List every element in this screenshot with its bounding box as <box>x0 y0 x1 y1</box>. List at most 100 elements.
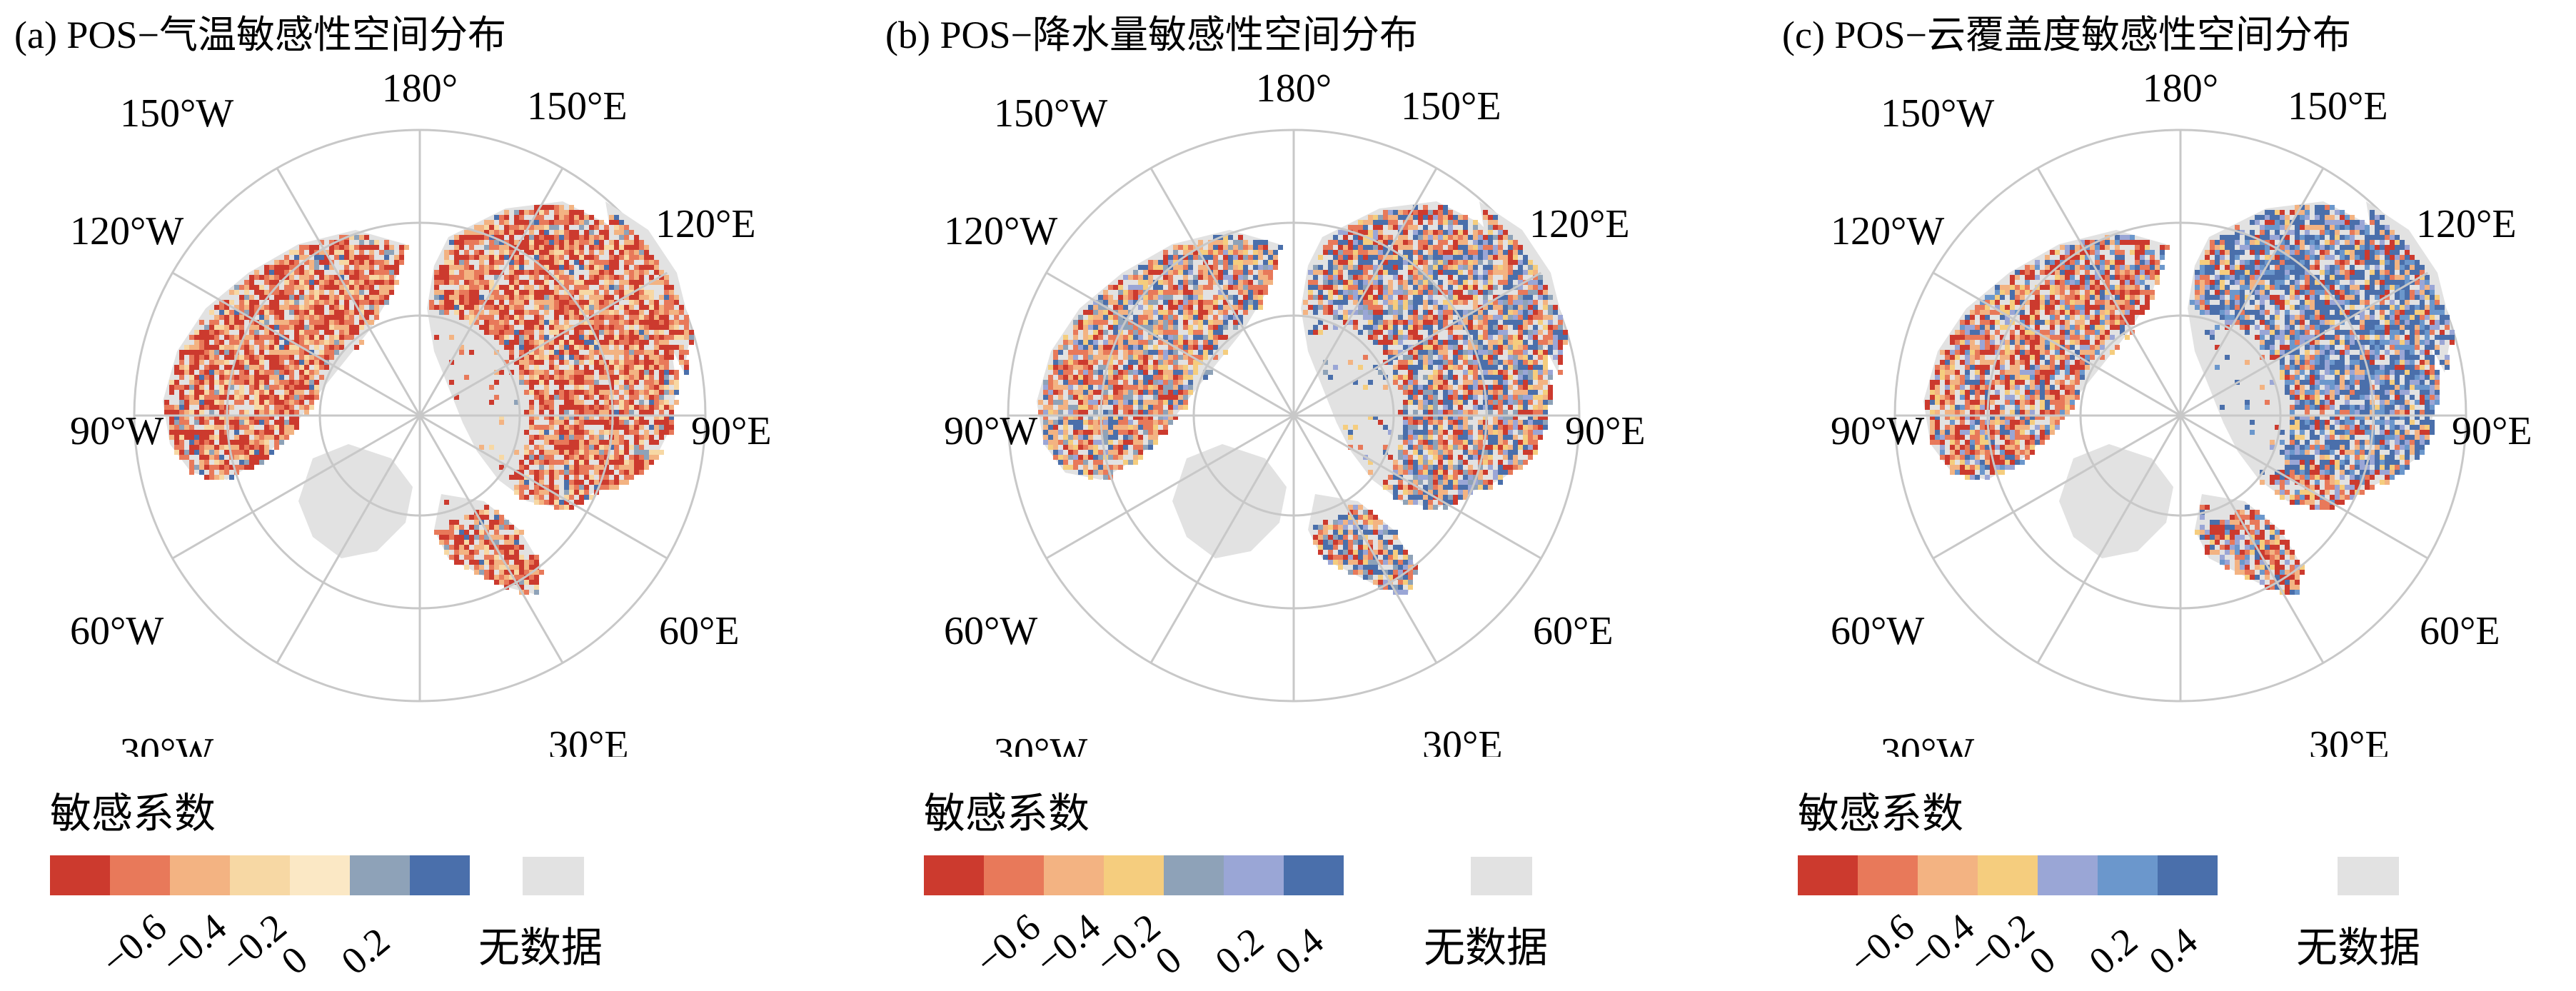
legend-swatch <box>410 855 470 895</box>
legend-swatch <box>984 855 1044 895</box>
longitude-label: 150°W <box>1881 91 1994 136</box>
legend-tick-label: 0.2 <box>333 919 398 983</box>
panel-c-legend-title: 敏感系数 <box>1798 790 1964 837</box>
meridian-line <box>1293 271 1542 417</box>
longitude-label: 30°E <box>2309 723 2390 757</box>
legend-swatch <box>2098 855 2158 895</box>
legend-swatch <box>924 855 984 895</box>
longitude-label: 60°W <box>944 609 1037 653</box>
longitude-label: 90°E <box>691 409 772 453</box>
legend-swatch <box>110 855 170 895</box>
longitude-label: 120°E <box>655 202 756 246</box>
longitude-label: 150°E <box>1401 84 1501 129</box>
longitude-label: 120°W <box>1831 209 1944 253</box>
meridian-line <box>2179 415 2325 664</box>
legend-tick-label: 0.2 <box>2081 919 2145 983</box>
meridian-line <box>1149 167 1295 416</box>
legend-swatch <box>2038 855 2098 895</box>
longitude-label: 150°W <box>120 91 233 136</box>
panel-c-polar-map: 180°150°E120°E90°E60°E30°E0°30°W60°W90°W… <box>1831 66 2532 757</box>
meridian-line <box>276 415 421 664</box>
panel-b: (b) POS−降水量敏感性空间分布 180° 150°E 120°E 90°E 60°… <box>874 0 1731 991</box>
longitude-label: 60°E <box>2420 609 2500 653</box>
meridian-line <box>419 414 668 560</box>
panel-c-nodata-label: 无数据 <box>2296 925 2421 971</box>
sensitivity-pixels <box>1038 205 1568 595</box>
land-nodata-3 <box>2059 444 2173 558</box>
legend-swatch <box>1104 855 1164 895</box>
panel-b-legend-colorbar <box>924 855 1344 895</box>
meridian-line <box>171 414 421 560</box>
meridian-line <box>2180 414 2429 560</box>
panel-b-polar-map: 180°150°E120°E90°E60°E30°E0°30°W60°W90°W… <box>944 66 1646 757</box>
panel-c: (c) POS−云覆盖度敏感性空间分布 180° 150°E 120°E 90°E 60… <box>1748 0 2576 991</box>
legend-swatch <box>1858 855 1918 895</box>
meridian-line <box>276 167 421 416</box>
meridian-line <box>1932 414 2181 560</box>
meridian-line <box>419 271 668 417</box>
meridian-line <box>418 415 564 664</box>
legend-swatch <box>1044 855 1104 895</box>
longitude-label: 60°W <box>70 609 163 653</box>
longitude-label: 60°E <box>659 609 740 653</box>
legend-tick-label: 0 <box>2021 937 2063 983</box>
panel-a-legend-title: 敏感系数 <box>50 790 216 837</box>
panel-c-title: (c) POS−云覆盖度敏感性空间分布 <box>1782 14 2351 56</box>
legend-swatch <box>2158 855 2218 895</box>
longitude-label: 120°W <box>70 209 183 253</box>
longitude-label: 30°W <box>120 730 213 757</box>
meridian-line <box>1045 414 1294 560</box>
legend-swatch <box>1978 855 2038 895</box>
sensitivity-pixels <box>164 205 694 595</box>
legend-swatch <box>50 855 110 895</box>
panel-b-nodata-label: 无数据 <box>1424 925 1549 971</box>
legend-swatch <box>230 855 290 895</box>
longitude-label: 30°E <box>548 723 629 757</box>
meridian-line <box>171 271 421 417</box>
longitude-label: 30°W <box>994 730 1087 757</box>
longitude-label: 180° <box>382 66 458 111</box>
legend-swatch <box>1918 855 1978 895</box>
longitude-label: 120°E <box>2416 202 2517 246</box>
panel-a-nodata-swatch <box>523 857 584 895</box>
longitude-label: 90°W <box>944 409 1037 453</box>
meridian-line <box>1292 167 1438 416</box>
longitude-label: 90°E <box>2452 409 2532 453</box>
legend-swatch <box>170 855 230 895</box>
longitude-label: 30°E <box>1422 723 1503 757</box>
longitude-label: 180° <box>1256 66 1332 111</box>
meridian-line <box>1292 415 1438 664</box>
legend-tick-label: 0 <box>1147 937 1189 983</box>
longitude-label: 30°W <box>1881 730 1974 757</box>
meridian-line <box>2036 415 2182 664</box>
legend-tick-label: 0.4 <box>1267 919 1332 983</box>
panel-a-legend-colorbar <box>50 855 470 895</box>
meridian-line <box>1045 271 1294 417</box>
legend-tick-label: 0.2 <box>1207 919 1272 983</box>
panel-b-title: (b) POS−降水量敏感性空间分布 <box>885 14 1418 56</box>
longitude-label: 150°W <box>994 91 1107 136</box>
longitude-label: 150°E <box>2288 84 2388 129</box>
longitude-label: 120°E <box>1529 202 1630 246</box>
longitude-label: 90°W <box>1831 409 1924 453</box>
panel-a: (a) POS−气温敏感性空间分布 180° 150°E 120°E 90°E 60°E… <box>0 0 857 991</box>
meridian-line <box>1149 415 1295 664</box>
longitude-label: 90°E <box>1565 409 1646 453</box>
legend-swatch <box>1224 855 1284 895</box>
longitude-label: 90°W <box>70 409 163 453</box>
meridian-line <box>2180 271 2429 417</box>
meridian-line <box>2036 167 2182 416</box>
meridian-line <box>418 167 564 416</box>
panel-b-legend-title: 敏感系数 <box>924 790 1090 837</box>
panel-a-polar-map: 180°150°E120°E90°E60°E30°E0°30°W60°W90°W… <box>70 66 772 757</box>
meridian-line <box>1932 271 2181 417</box>
land-nodata-3 <box>1172 444 1287 558</box>
legend-tick-label: 0 <box>273 937 316 983</box>
longitude-label: 120°W <box>944 209 1057 253</box>
panel-b-nodata-swatch <box>1471 857 1532 895</box>
meridian-line <box>1293 414 1542 560</box>
panel-a-title: (a) POS−气温敏感性空间分布 <box>14 14 506 56</box>
panel-c-nodata-swatch <box>2338 857 2399 895</box>
panel-a-nodata-label: 无数据 <box>478 925 603 971</box>
legend-swatch <box>1164 855 1224 895</box>
